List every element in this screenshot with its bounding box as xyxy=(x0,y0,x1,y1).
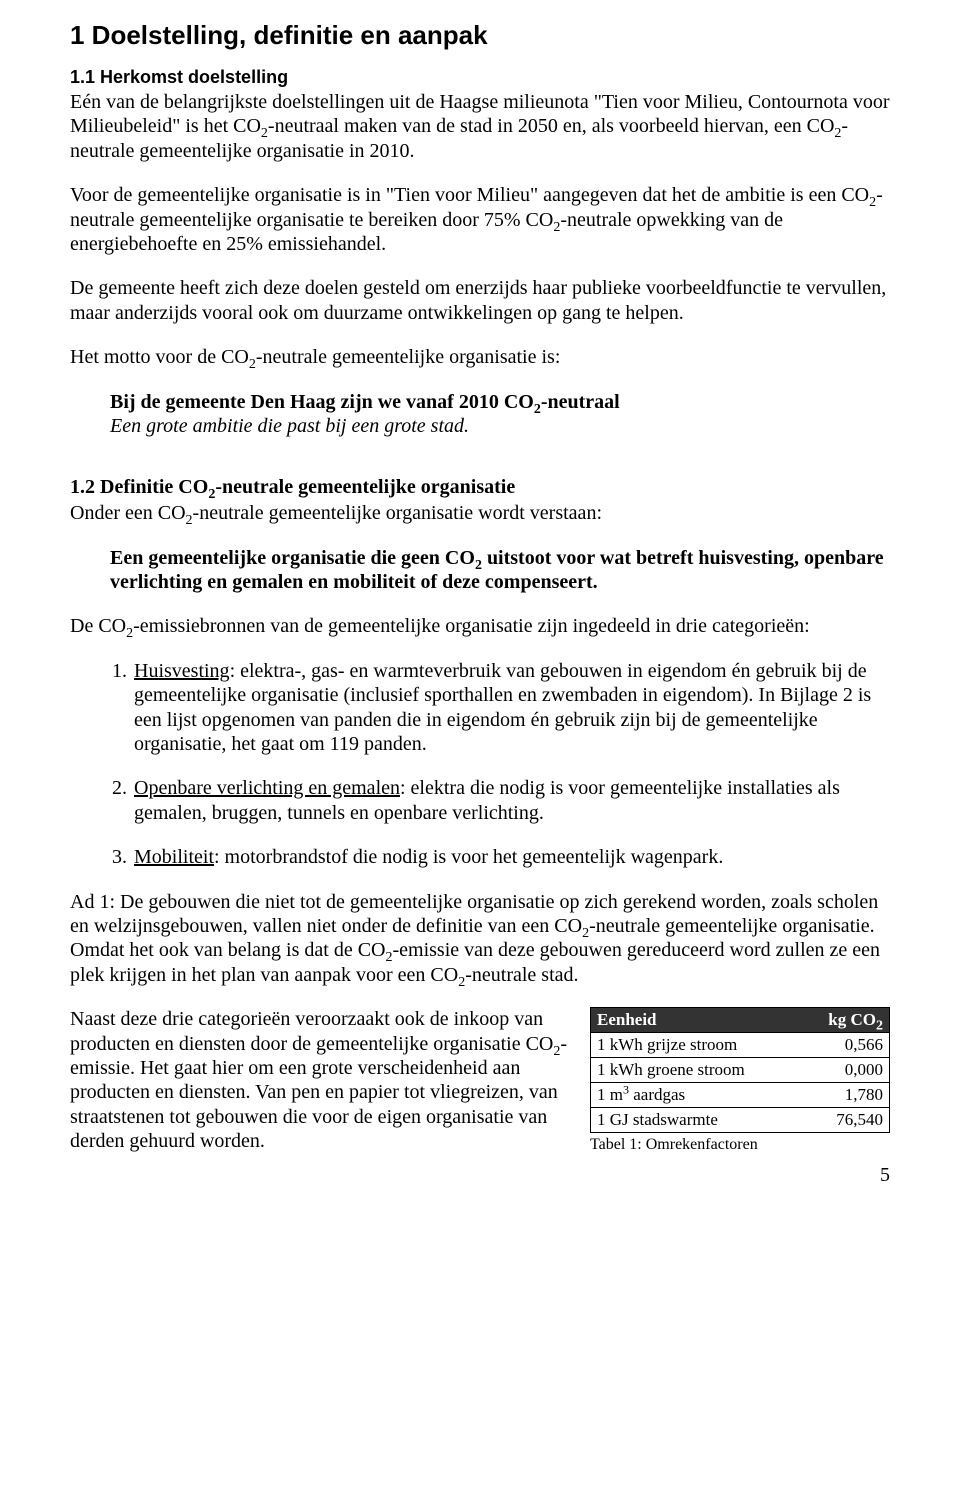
term: Openbare verlichting en gemalen xyxy=(134,777,400,799)
text: 1.2 Definitie CO xyxy=(70,476,208,498)
text: -neutrale gemeentelijke organisatie. xyxy=(589,915,875,937)
category-list: Huisvesting: elektra-, gas- en warmtever… xyxy=(70,659,890,870)
list-item: Huisvesting: elektra-, gas- en warmtever… xyxy=(132,659,890,757)
text: -emissiebronnen van de gemeentelijke org… xyxy=(133,615,810,637)
paragraph: Eén van de belangrijkste doelstellingen … xyxy=(70,90,890,163)
text: -neutrale gemeentelijke organisatie is: xyxy=(256,346,561,368)
text: Voor de gemeentelijke organisatie is in … xyxy=(70,184,869,206)
text: : elektra-, gas- en warmteverbruik van g… xyxy=(134,660,871,755)
paragraph: Onder een CO2-neutrale gemeentelijke org… xyxy=(70,501,890,525)
term: Huisvesting xyxy=(134,660,230,682)
paragraph: Naast deze drie categorieën veroorzaakt … xyxy=(70,1007,570,1153)
paragraph: Voor de gemeentelijke organisatie is in … xyxy=(70,183,890,256)
definition-text: Een gemeentelijke organisatie die geen C… xyxy=(110,546,890,595)
table-cell: 1 kWh groene stroom xyxy=(591,1058,802,1083)
subscript: 2 xyxy=(534,402,541,417)
table-header-cell: kg CO2 xyxy=(801,1008,889,1033)
table-header-row: Eenheid kg CO2 xyxy=(591,1008,890,1033)
motto-block: Bij de gemeente Den Haag zijn we vanaf 2… xyxy=(110,390,890,439)
text: Het motto voor de CO xyxy=(70,346,249,368)
table-cell: 76,540 xyxy=(801,1108,889,1133)
text: Bij de gemeente Den Haag zijn we vanaf 2… xyxy=(110,391,534,413)
text: Een gemeentelijke organisatie die geen C… xyxy=(110,547,475,569)
table-cell: 1,780 xyxy=(801,1083,889,1108)
table-row: 1 kWh grijze stroom 0,566 xyxy=(591,1033,890,1058)
document-page: 1 Doelstelling, definitie en aanpak 1.1 … xyxy=(0,0,960,1217)
paragraph: De CO2-emissiebronnen van de gemeentelij… xyxy=(70,614,890,638)
table-cell: 1 m3 aardgas xyxy=(591,1083,802,1108)
paragraph: De gemeente heeft zich deze doelen geste… xyxy=(70,276,890,325)
conversion-table: Eenheid kg CO2 1 kWh grijze stroom 0,566… xyxy=(590,1007,890,1133)
term: Mobiliteit xyxy=(134,846,214,868)
table-caption: Tabel 1: Omrekenfactoren xyxy=(590,1136,890,1154)
text: 1 m xyxy=(597,1085,623,1104)
text: -neutraal maken van de stad in 2050 en, … xyxy=(268,115,834,137)
table-row: 1 m3 aardgas 1,780 xyxy=(591,1083,890,1108)
text: kg CO xyxy=(828,1010,876,1029)
conversion-table-wrap: Eenheid kg CO2 1 kWh grijze stroom 0,566… xyxy=(590,1007,890,1154)
subscript: 2 xyxy=(876,1019,883,1034)
motto-bold: Bij de gemeente Den Haag zijn we vanaf 2… xyxy=(110,390,890,414)
subscript: 2 xyxy=(186,513,193,528)
subscript: 2 xyxy=(249,357,256,372)
table-cell: 0,000 xyxy=(801,1058,889,1083)
table-cell: 0,566 xyxy=(801,1033,889,1058)
table-cell: 1 GJ stadswarmte xyxy=(591,1108,802,1133)
text: Onder een CO xyxy=(70,502,186,524)
text: Naast deze drie categorieën veroorzaakt … xyxy=(70,1008,553,1054)
text: : motorbrandstof die nodig is voor het g… xyxy=(214,846,723,868)
table-row: 1 GJ stadswarmte 76,540 xyxy=(591,1108,890,1133)
heading-1: 1 Doelstelling, definitie en aanpak xyxy=(70,20,890,51)
text: aardgas xyxy=(629,1085,685,1104)
table-row: 1 kWh groene stroom 0,000 xyxy=(591,1058,890,1083)
list-item: Openbare verlichting en gemalen: elektra… xyxy=(132,776,890,825)
paragraph: Ad 1: De gebouwen die niet tot de gemeen… xyxy=(70,890,890,988)
heading-1-1: 1.1 Herkomst doelstelling xyxy=(70,67,890,88)
bottom-paragraph: Naast deze drie categorieën veroorzaakt … xyxy=(70,1007,570,1153)
table-header-cell: Eenheid xyxy=(591,1008,802,1033)
list-item: Mobiliteit: motorbrandstof die nodig is … xyxy=(132,845,890,869)
text: -neutrale stad. xyxy=(465,964,578,986)
page-number: 5 xyxy=(70,1164,890,1187)
text: Omdat het ook van belang is dat de CO xyxy=(70,939,386,961)
table-cell: 1 kWh grijze stroom xyxy=(591,1033,802,1058)
definition-block: Een gemeentelijke organisatie die geen C… xyxy=(110,546,890,595)
bottom-row: Naast deze drie categorieën veroorzaakt … xyxy=(70,1007,890,1154)
text: De CO xyxy=(70,615,126,637)
text: -neutrale gemeentelijke organisatie xyxy=(215,476,515,498)
heading-1-2: 1.2 Definitie CO2-neutrale gemeentelijke… xyxy=(70,476,890,499)
motto-italic: Een grote ambitie die past bij een grote… xyxy=(110,414,890,438)
text: -neutraal xyxy=(541,391,620,413)
text: -neutrale gemeentelijke organisatie word… xyxy=(193,502,602,524)
paragraph: Het motto voor de CO2-neutrale gemeentel… xyxy=(70,345,890,369)
